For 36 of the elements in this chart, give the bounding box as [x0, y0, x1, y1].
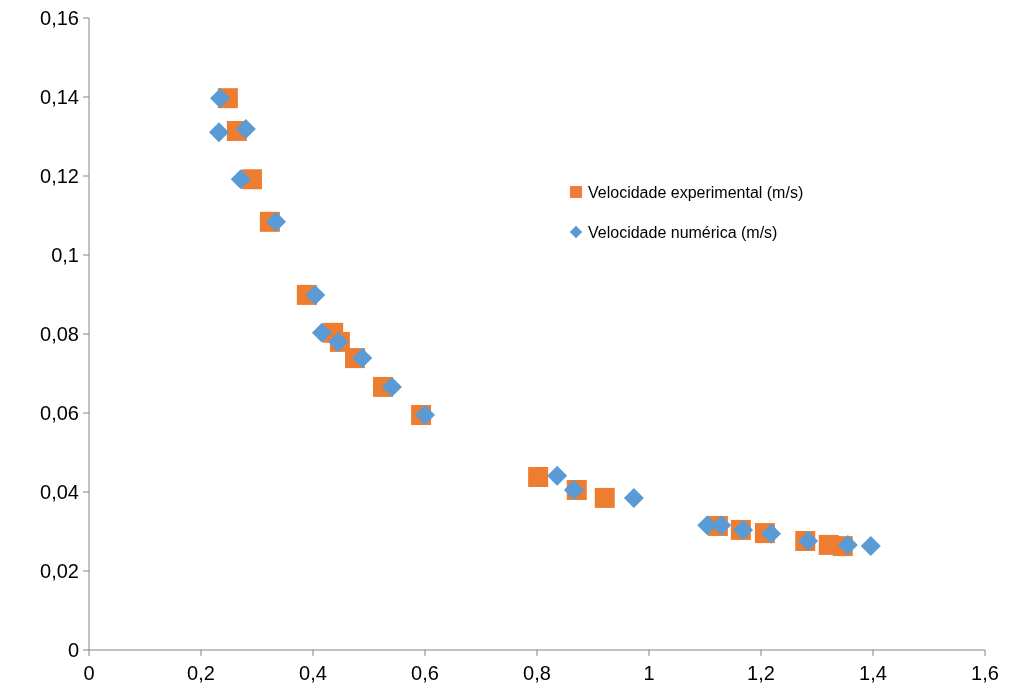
- point: [528, 466, 549, 487]
- x-tick-label: 1,6: [971, 662, 999, 684]
- y-tick-label: 0,02: [40, 560, 79, 582]
- point: [547, 465, 568, 486]
- x-tick-label: 0: [83, 662, 95, 684]
- legend-label: Velocidade numérica (m/s): [588, 223, 778, 241]
- x-tick-label: 1,2: [747, 662, 775, 684]
- y-tick-label: 0,04: [40, 481, 79, 503]
- y-tick-label: 0,1: [51, 244, 79, 266]
- point: [210, 88, 231, 109]
- point: [381, 376, 402, 397]
- x-tick-label: 0,4: [299, 662, 327, 684]
- point: [594, 487, 615, 508]
- point: [266, 211, 287, 232]
- y-tick-label: 0,16: [40, 7, 79, 29]
- point: [761, 523, 782, 544]
- point: [860, 536, 881, 557]
- point: [230, 169, 251, 190]
- point: [623, 487, 644, 508]
- x-tick-label: 1: [643, 662, 655, 684]
- y-tick-label: 0,12: [40, 165, 79, 187]
- y-tick-label: 0,06: [40, 402, 79, 424]
- x-tick-label: 0,8: [523, 662, 551, 684]
- point: [208, 122, 229, 143]
- x-tick-label: 0,2: [187, 662, 215, 684]
- x-tick-label: 1,4: [859, 662, 887, 684]
- x-tick-label: 0,6: [411, 662, 439, 684]
- y-tick-label: 0,14: [40, 86, 79, 108]
- point: [305, 284, 326, 305]
- point: [352, 348, 373, 369]
- y-tick-label: 0: [67, 639, 79, 661]
- point: [311, 322, 332, 343]
- y-tick-label: 0,08: [40, 323, 79, 345]
- point: [837, 534, 858, 555]
- legend-label: Velocidade experimental (m/s): [588, 183, 804, 201]
- point: [235, 119, 256, 139]
